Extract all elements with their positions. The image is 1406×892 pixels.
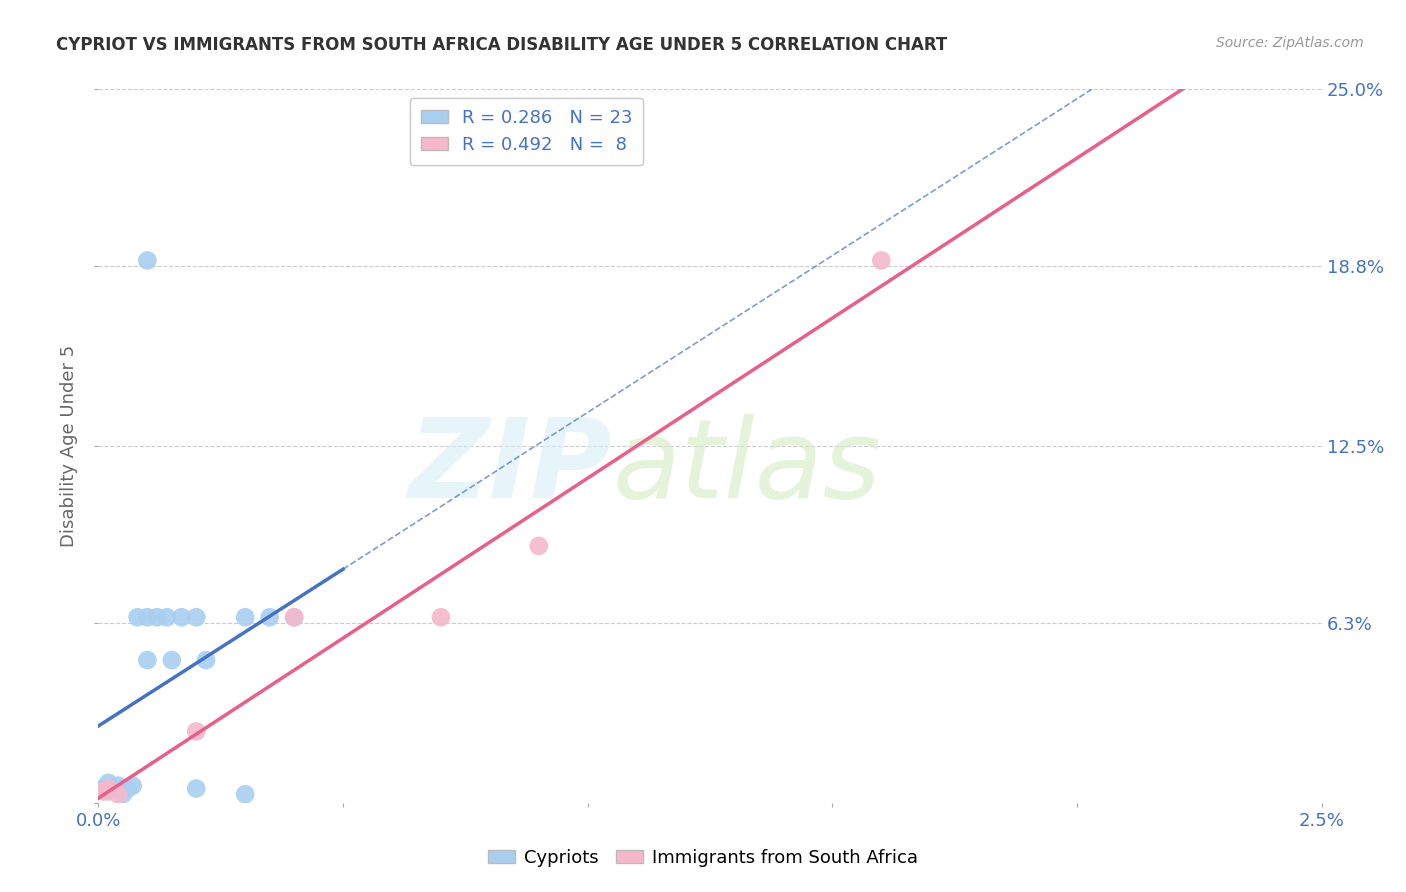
Y-axis label: Disability Age Under 5: Disability Age Under 5 [60,345,79,547]
Point [121,779,143,793]
Text: Source: ZipAtlas.com: Source: ZipAtlas.com [1216,36,1364,50]
Point [107,779,129,793]
Point [146,610,169,624]
Point [527,539,550,553]
Text: ZIP: ZIP [409,414,612,521]
Point [136,653,159,667]
Point [101,781,124,796]
Legend: R = 0.286   N = 23, R = 0.492   N =  8: R = 0.286 N = 23, R = 0.492 N = 8 [409,98,644,165]
Text: atlas: atlas [612,414,880,521]
Point [156,610,179,624]
Point [186,724,208,739]
Text: CYPRIOT VS IMMIGRANTS FROM SOUTH AFRICA DISABILITY AGE UNDER 5 CORRELATION CHART: CYPRIOT VS IMMIGRANTS FROM SOUTH AFRICA … [56,36,948,54]
Point [233,787,256,801]
Point [870,253,893,268]
Point [186,781,208,796]
Legend: Cypriots, Immigrants from South Africa: Cypriots, Immigrants from South Africa [481,842,925,874]
Point [91,781,114,796]
Point [127,610,149,624]
Point [160,653,183,667]
Point [111,787,134,801]
Point [136,253,159,268]
Point [186,610,208,624]
Point [430,610,453,624]
Point [117,781,139,796]
Point [259,610,281,624]
Point [91,784,114,798]
Point [97,776,120,790]
Point [136,610,159,624]
Point [283,610,305,624]
Point [97,784,120,798]
Point [170,610,193,624]
Point [97,781,120,796]
Point [283,610,305,624]
Point [107,787,129,801]
Point [195,653,218,667]
Point [233,610,256,624]
